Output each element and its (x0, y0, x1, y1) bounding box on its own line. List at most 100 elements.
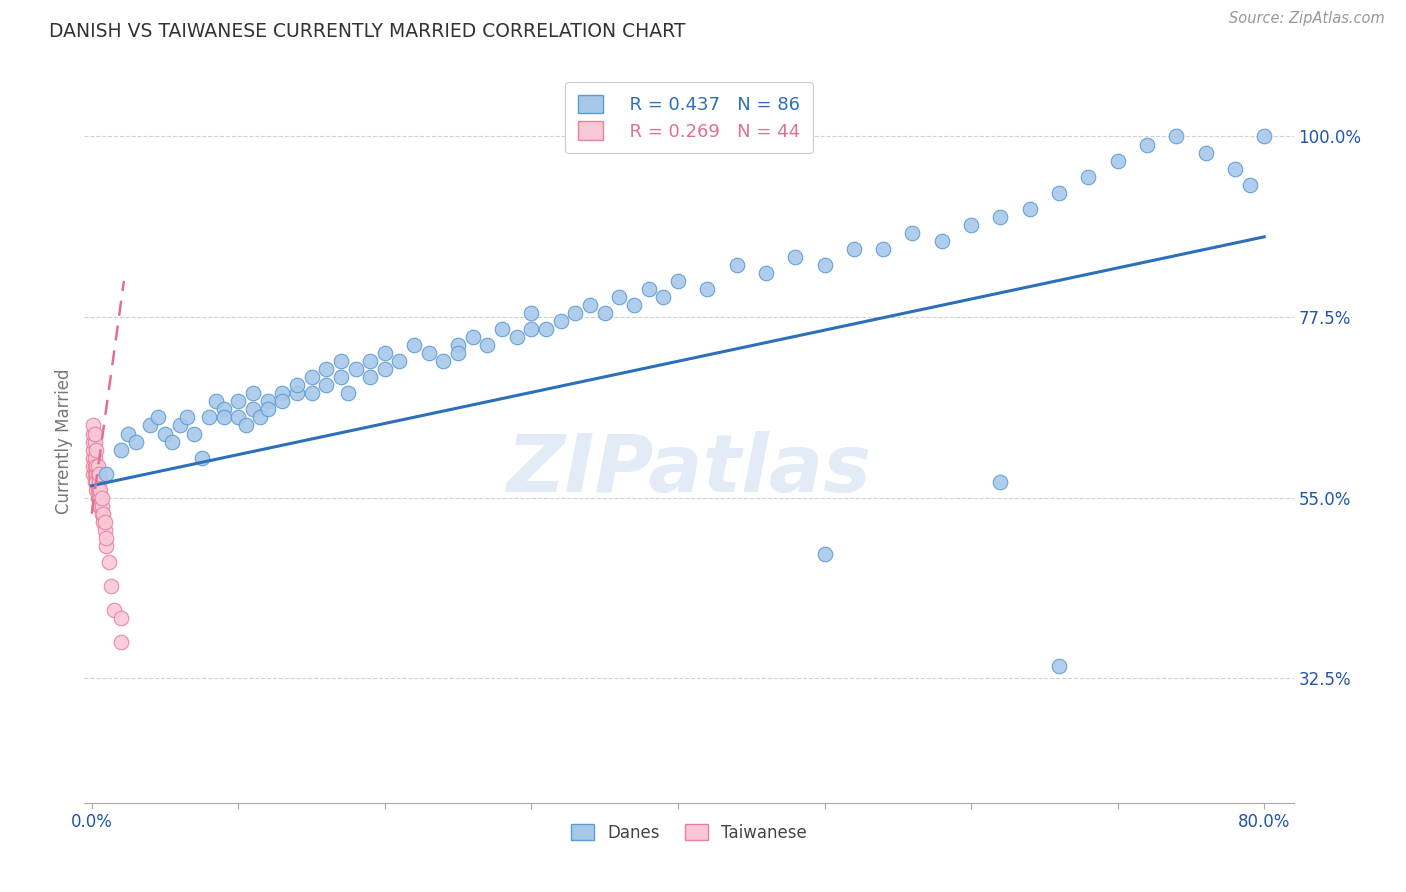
Point (82, 418, 104, 433)
Point (146, 410, 169, 425)
Point (447, 338, 470, 352)
Point (87, 491, 110, 505)
Point (506, 330, 529, 344)
Point (87, 467, 110, 481)
Point (84, 483, 107, 497)
Point (564, 306, 586, 320)
Point (359, 354, 381, 368)
Point (696, 282, 718, 296)
Point (86, 467, 108, 481)
Point (94, 515, 117, 529)
Point (83, 426, 105, 441)
Point (374, 346, 396, 360)
Point (89, 491, 111, 505)
Point (256, 402, 278, 417)
Point (666, 274, 689, 288)
Point (87, 499, 110, 513)
Point (256, 394, 278, 409)
Point (84, 442, 107, 457)
Point (83, 467, 105, 481)
Point (89, 499, 111, 513)
Point (813, 547, 835, 561)
Text: Source: ZipAtlas.com: Source: ZipAtlas.com (1229, 11, 1385, 26)
Point (82, 467, 104, 481)
Point (785, 250, 807, 264)
Point (579, 298, 602, 312)
Point (607, 290, 630, 304)
Point (1018, 202, 1040, 216)
Point (404, 338, 426, 352)
Point (901, 226, 924, 240)
Point (388, 354, 411, 368)
Point (242, 402, 264, 417)
Point (84, 467, 107, 481)
Point (755, 266, 778, 280)
Point (226, 410, 249, 425)
Point (329, 354, 352, 368)
Point (139, 418, 162, 433)
Legend: Danes, Taiwanese: Danes, Taiwanese (564, 817, 814, 848)
Point (93, 507, 115, 521)
Point (652, 290, 675, 304)
Point (960, 218, 983, 232)
Point (447, 346, 470, 360)
Point (1107, 153, 1129, 168)
Point (520, 306, 543, 320)
Point (82, 442, 104, 457)
Point (169, 418, 191, 433)
Point (84, 458, 107, 473)
Point (550, 314, 572, 328)
Point (212, 410, 235, 425)
Point (477, 338, 499, 352)
Point (226, 394, 249, 409)
Point (271, 394, 294, 409)
Point (83, 475, 105, 489)
Y-axis label: Currently Married: Currently Married (55, 368, 73, 515)
Point (315, 362, 337, 376)
Point (491, 322, 513, 336)
Point (1047, 186, 1070, 200)
Point (89, 483, 111, 497)
Point (623, 298, 645, 312)
Point (359, 370, 381, 384)
Point (1253, 129, 1275, 144)
Point (110, 442, 132, 457)
Point (124, 434, 146, 449)
Point (87, 483, 110, 497)
Point (82, 450, 104, 465)
Point (534, 322, 557, 336)
Point (1047, 659, 1070, 673)
Point (103, 603, 125, 617)
Point (183, 426, 205, 441)
Point (315, 378, 337, 392)
Point (86, 483, 108, 497)
Point (842, 242, 865, 256)
Point (91, 499, 114, 513)
Point (162, 434, 184, 449)
Point (94, 523, 117, 537)
Point (1166, 129, 1188, 144)
Point (1136, 137, 1159, 152)
Point (418, 346, 440, 360)
Point (329, 370, 352, 384)
Point (1239, 178, 1261, 192)
Point (593, 306, 616, 320)
Point (153, 426, 176, 441)
Point (198, 410, 221, 425)
Point (110, 635, 132, 649)
Point (86, 458, 108, 473)
Point (235, 418, 257, 433)
Point (96, 531, 118, 545)
Point (813, 258, 835, 272)
Point (285, 386, 308, 401)
Point (337, 386, 360, 401)
Point (242, 386, 264, 401)
Point (344, 362, 367, 376)
Point (86, 491, 108, 505)
Point (205, 394, 228, 409)
Point (212, 402, 235, 417)
Point (82, 458, 104, 473)
Point (637, 282, 659, 296)
Point (83, 450, 105, 465)
Point (432, 354, 454, 368)
